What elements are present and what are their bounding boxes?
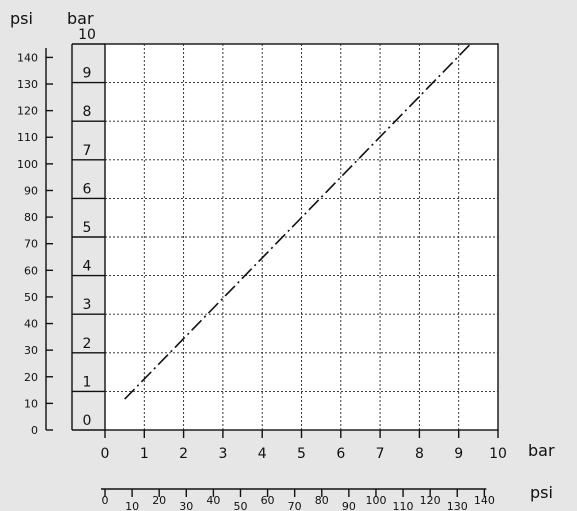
bottom-psi-tick-label: 50 — [233, 500, 247, 511]
left-bar-tick-label: 5 — [83, 220, 92, 236]
bottom-bar-tick-label: 4 — [258, 446, 267, 462]
left-psi-tick-label: 60 — [24, 264, 38, 277]
left-psi-tick-label: 90 — [24, 184, 38, 197]
left-psi-tick-label: 120 — [17, 105, 38, 118]
bottom-bar-tick-label: 2 — [179, 446, 188, 462]
bottom-psi-tick-label: 120 — [420, 494, 441, 507]
left-psi-tick-label: 140 — [17, 51, 38, 64]
bottom-psi-tick-label: 140 — [474, 494, 495, 507]
left-bar-tick-label: 10 — [78, 27, 96, 43]
bottom-psi-tick-label: 40 — [206, 494, 220, 507]
left-psi-tick-label: 70 — [24, 238, 38, 251]
series-line — [124, 43, 472, 400]
bottom-psi-tick-label: 70 — [288, 500, 302, 511]
left-bar-tick-label: 6 — [83, 181, 92, 197]
left-psi-tick-label: 80 — [24, 211, 38, 224]
bottom-bar-tick-label: 5 — [297, 446, 306, 462]
bottom-psi-tick-label: 110 — [393, 500, 414, 511]
bottom-bar-tick-label: 10 — [489, 446, 507, 462]
bottom-psi-tick-label: 20 — [152, 494, 166, 507]
bottom-bar-unit-label: bar — [528, 441, 555, 460]
left-psi-tick-label: 130 — [17, 78, 38, 91]
left-psi-tick-label: 0 — [31, 424, 38, 437]
left-bar-unit-label: bar — [67, 9, 94, 28]
left-bar-tick-label: 9 — [83, 66, 92, 82]
bottom-bar-tick-label: 7 — [376, 446, 385, 462]
left-psi-tick-label: 100 — [17, 158, 38, 171]
bottom-bar-axis: 0 1 2 3 4 5 6 7 8 9 10 — [101, 430, 507, 462]
bottom-psi-tick-label: 60 — [261, 494, 275, 507]
bottom-bar-tick-label: 1 — [140, 446, 149, 462]
left-psi-tick-label: 20 — [24, 371, 38, 384]
bottom-bar-tick-label: 6 — [336, 446, 345, 462]
bottom-bar-tick-label: 8 — [415, 446, 424, 462]
left-bar-tick-label: 2 — [83, 336, 92, 352]
left-bar-tick-label: 0 — [83, 413, 92, 429]
left-psi-tick-label: 10 — [24, 397, 38, 410]
bottom-bar-tick-label: 3 — [218, 446, 227, 462]
left-psi-tick-label: 30 — [24, 344, 38, 357]
left-bar-tick-label: 8 — [83, 104, 92, 120]
bottom-psi-tick-label: 80 — [315, 494, 329, 507]
bottom-bar-tick-label: 0 — [101, 446, 110, 462]
left-psi-tick-label: 110 — [17, 131, 38, 144]
bottom-psi-unit-label: psi — [530, 483, 553, 502]
left-bar-axis: 0 1 2 3 4 5 6 7 8 9 10 — [71, 27, 105, 431]
bottom-psi-tick-label: 100 — [365, 494, 386, 507]
bottom-psi-tick-label: 30 — [179, 500, 193, 511]
bottom-psi-tick-label: 0 — [102, 494, 109, 507]
bottom-bar-tick-label: 9 — [454, 446, 463, 462]
bottom-psi-tick-label: 130 — [447, 500, 468, 511]
left-bar-tick-label: 4 — [83, 259, 92, 275]
left-psi-axis: 0 10 20 30 40 50 60 70 80 90 100 110 120 130 140 — [17, 48, 53, 437]
bottom-psi-axis: 0 10 20 30 40 50 60 70 80 90 100 110 120 130 140 — [101, 488, 495, 511]
left-bar-tick-label: 1 — [83, 374, 92, 390]
left-bar-tick-label: 3 — [83, 297, 92, 313]
grid-lines — [105, 44, 498, 430]
left-psi-tick-label: 40 — [24, 318, 38, 331]
left-psi-unit-label: psi — [10, 9, 33, 28]
left-bar-tick-label: 7 — [83, 143, 92, 159]
series-group — [124, 43, 472, 400]
bottom-psi-tick-label: 90 — [342, 500, 356, 511]
bottom-psi-tick-label: 10 — [125, 500, 139, 511]
left-psi-tick-label: 50 — [24, 291, 38, 304]
